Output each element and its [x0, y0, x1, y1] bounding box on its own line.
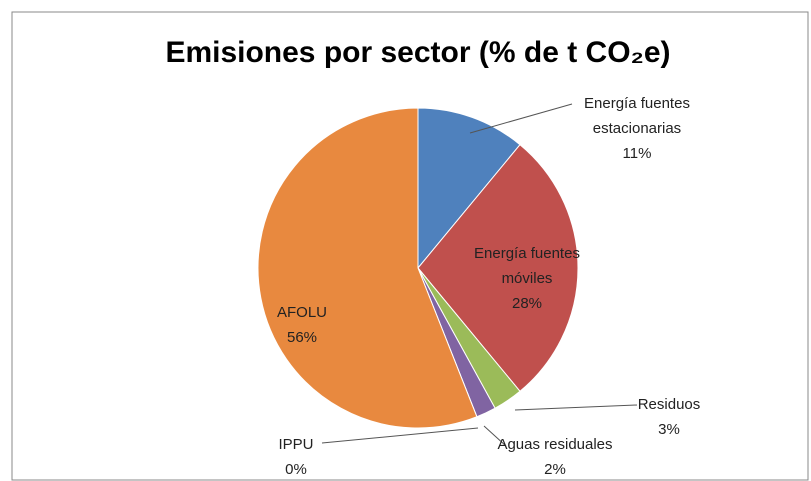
slice-label: AFOLU 56% — [277, 304, 327, 346]
value-label: 28% — [512, 295, 542, 312]
slice-label: IPPU 0% — [278, 436, 313, 478]
slice-label: Residuos 3% — [638, 396, 701, 438]
leader-line — [514, 404, 638, 411]
slice-label: Energía fuentes estacionarias 11% — [584, 95, 690, 162]
pie-slice — [257, 107, 478, 429]
pie-slice — [417, 107, 521, 270]
value-label: 2% — [544, 461, 566, 478]
leader-line — [321, 427, 479, 444]
category-label: Residuos — [638, 396, 701, 413]
category-label: Aguas residuales — [497, 436, 612, 453]
leader-line — [483, 425, 507, 447]
category-label: AFOLU — [277, 304, 327, 321]
value-label: 3% — [658, 421, 680, 438]
value-label: 56% — [287, 329, 317, 346]
chart-title: Emisiones por sector (% de t CO₂e) — [165, 36, 670, 69]
category-label: Energía fuentes estacionarias — [584, 95, 690, 137]
pie-slice — [417, 144, 579, 392]
slice-label: Aguas residuales 2% — [497, 436, 612, 478]
category-label: IPPU — [278, 436, 313, 453]
slice-label: Energía fuentes móviles 28% — [474, 245, 580, 312]
category-label: Energía fuentes móviles — [474, 245, 580, 287]
value-label: 0% — [285, 461, 307, 478]
value-label: 11% — [623, 145, 652, 162]
leader-line — [469, 103, 573, 134]
